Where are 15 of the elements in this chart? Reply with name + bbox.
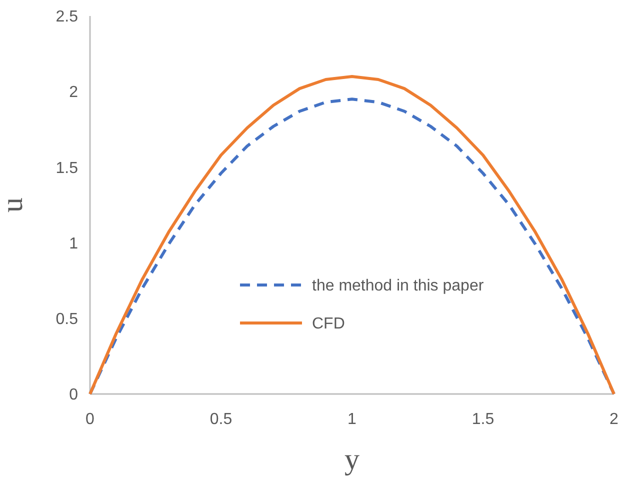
x-tick-label: 0 bbox=[86, 411, 95, 428]
x-tick-label: 1.5 bbox=[472, 411, 494, 428]
y-axis-title: u bbox=[0, 198, 29, 212]
x-tick-label: 1 bbox=[348, 411, 357, 428]
legend-label: the method in this paper bbox=[312, 278, 484, 295]
x-tick-label: 2 bbox=[610, 411, 619, 428]
legend-label: CFD bbox=[312, 316, 345, 333]
y-tick-label: 2.5 bbox=[56, 8, 78, 26]
y-tick-label: 1 bbox=[69, 235, 78, 252]
y-tick-label: 1.5 bbox=[56, 160, 78, 177]
x-tick-label: 0.5 bbox=[210, 411, 232, 428]
y-tick-label: 2 bbox=[69, 84, 78, 102]
y-tick-label: 0 bbox=[69, 386, 78, 404]
x-axis-title: y bbox=[344, 443, 360, 476]
y-tick-label: 0.5 bbox=[56, 311, 78, 328]
